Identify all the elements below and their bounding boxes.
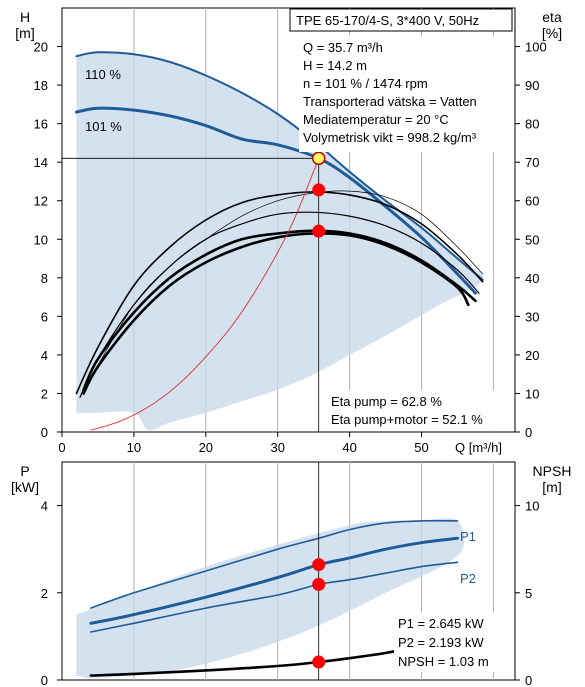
y-axis-label-npsh: NPSH — [533, 463, 572, 479]
power-box-background — [394, 612, 512, 672]
y-tick-label-right: 70 — [525, 155, 539, 170]
y-tick-label-left: 20 — [34, 40, 48, 55]
duty-point-eta-total — [312, 224, 326, 238]
x-tick-label: 20 — [199, 440, 213, 455]
info-temperature: Mediatemperatur = 20 °C — [303, 112, 449, 127]
y-tick-label-left: 14 — [34, 155, 48, 170]
info-density: Volymetrisk vikt = 998.2 kg/m³ — [303, 130, 477, 145]
y-tick-label-right: 10 — [525, 386, 539, 401]
y-tick-label-left: 4 — [41, 499, 48, 514]
y-tick-label-left: 16 — [34, 117, 48, 132]
duty-point-head — [311, 151, 326, 166]
eta-pump-text: Eta pump = 62.8 % — [331, 394, 442, 409]
y-tick-label-right: 20 — [525, 348, 539, 363]
y-tick-label-right: 90 — [525, 78, 539, 93]
chart-title: TPE 65-170/4-S, 3*400 V, 50Hz — [296, 13, 479, 28]
y-axis-unit-npsh-m: [m] — [542, 479, 561, 495]
info-liquid: Transporterad vätska = Vatten — [303, 94, 477, 109]
y-tick-label-right: 0 — [525, 673, 532, 687]
x-axis-label: Q [m³/h] — [455, 440, 502, 455]
x-tick-label: 40 — [342, 440, 356, 455]
curve-head-101 — [74, 106, 477, 295]
curve-system — [90, 157, 320, 431]
bottom-plot-frame — [61, 461, 516, 681]
curve-eta-total-101 — [82, 232, 470, 395]
y-tick-label-left: 18 — [34, 78, 48, 93]
y-tick-label-left: 2 — [41, 386, 48, 401]
top-plot-frame — [61, 7, 516, 433]
operating-region — [76, 518, 465, 678]
y-axis-unit-m: [m] — [15, 25, 34, 41]
eta-box-background — [326, 390, 512, 430]
y-tick-label-right: 40 — [525, 271, 539, 286]
info-flow: Q = 35.7 m³/h — [303, 40, 383, 55]
p1-result-text: P1 = 2.645 kW — [398, 616, 484, 631]
eta-pump-motor-text: Eta pump+motor = 52.1 % — [331, 412, 483, 427]
chart-title-box — [289, 8, 513, 32]
y-tick-label-left: 10 — [34, 232, 48, 247]
duty-point-p1 — [312, 558, 326, 572]
y-tick-label-right: 60 — [525, 194, 539, 209]
y-axis-label-eta: eta — [542, 9, 562, 25]
curve-npsh — [89, 647, 409, 677]
y-tick-label-left: 0 — [41, 425, 48, 440]
y-tick-label-left: 8 — [41, 271, 48, 286]
x-tick-label: 30 — [270, 440, 284, 455]
y-axis-unit-kw: [kW] — [11, 479, 39, 495]
x-tick-label: 10 — [127, 440, 141, 455]
y-tick-label-right: 50 — [525, 232, 539, 247]
duty-point-eta-pump — [312, 183, 326, 197]
y-tick-label-right: 80 — [525, 117, 539, 132]
power-npsh-panel: 0 2 4 0 5 10 P [kW] NPSH [m] P1 P2 P1 = 2.645… — [11, 461, 572, 687]
y-tick-label-right: 5 — [525, 586, 532, 601]
y-tick-label-left: 12 — [34, 194, 48, 209]
y-axis-label-h: H — [20, 9, 30, 25]
y-axis-label-p: P — [20, 463, 29, 479]
series-label-p2: P2 — [460, 571, 476, 586]
head-efficiency-panel: 0 2 4 6 8 10 12 14 16 18 20 0 10 20 30 40 50 60 70 80 90 100 0… — [15, 7, 562, 455]
info-head: H = 14.2 m — [303, 58, 367, 73]
series-label-p1: P1 — [460, 529, 476, 544]
info-speed: n = 101 % / 1474 rpm — [303, 76, 428, 91]
duty-point-p2 — [312, 577, 326, 591]
y-tick-label-right: 100 — [525, 40, 547, 55]
curve-head-110 — [75, 51, 484, 281]
y-tick-label-right: 30 — [525, 309, 539, 324]
y-axis-unit-percent: [%] — [542, 25, 562, 41]
curve-label-110: 110 % — [85, 67, 121, 82]
curve-eta-total-110 — [82, 229, 477, 391]
npsh-result-text: NPSH = 1.03 m — [398, 654, 489, 669]
curve-label-101: 101 % — [85, 119, 122, 134]
y-tick-label-right: 10 — [525, 499, 539, 514]
y-tick-label-right: 0 — [525, 425, 532, 440]
x-tick-label: 0 — [58, 440, 65, 455]
curve-eta-thin — [90, 190, 483, 379]
operating-region — [76, 52, 484, 431]
x-tick-label: 50 — [414, 440, 428, 455]
y-tick-label-left: 2 — [41, 586, 48, 601]
y-tick-label-left: 6 — [41, 309, 48, 324]
curve-eta-110 — [75, 191, 484, 395]
info-box-background — [299, 36, 513, 152]
y-tick-label-left: 4 — [41, 348, 48, 363]
y-tick-label-left: 0 — [41, 673, 48, 687]
duty-point-npsh — [312, 655, 326, 669]
p2-result-text: P2 = 2.193 kW — [398, 635, 484, 650]
